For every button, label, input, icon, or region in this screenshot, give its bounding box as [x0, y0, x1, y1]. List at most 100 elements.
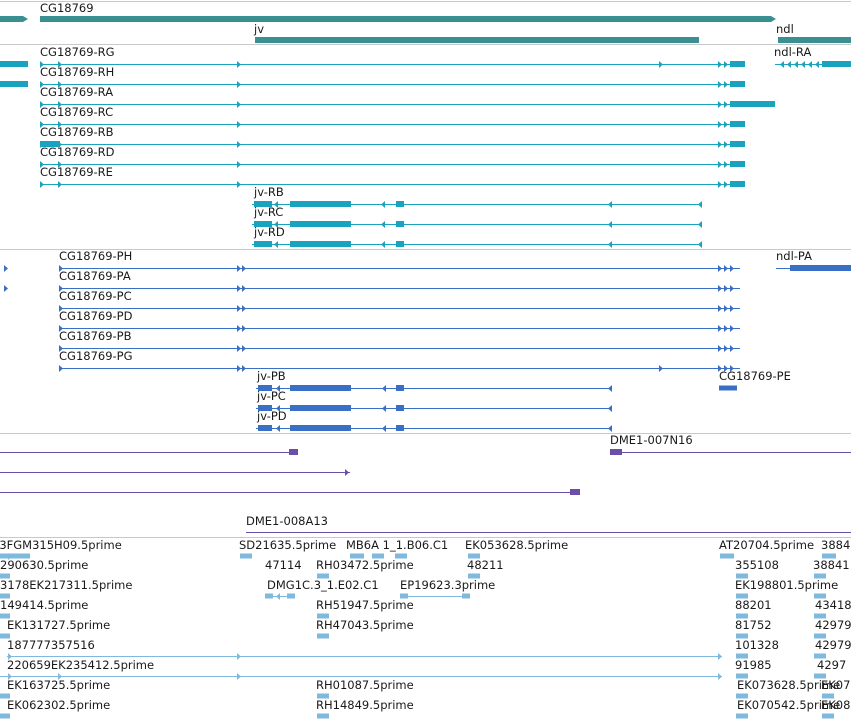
est-label[interactable]: AT20704.5prime [719, 538, 815, 552]
transcript-label[interactable]: CG18769-PD [59, 309, 133, 323]
est-label[interactable]: 4297 [817, 658, 847, 672]
gene-label-ndl[interactable]: ndl [776, 22, 794, 36]
exon-block [0, 81, 28, 87]
est-label[interactable]: 38841 [813, 558, 850, 572]
strand-arrow-right [718, 653, 722, 660]
exon-block [254, 221, 272, 227]
transcript-label[interactable]: CG18769-PG [59, 349, 133, 363]
est-label[interactable]: 101328 [735, 638, 779, 652]
est-label[interactable]: 38841 [821, 538, 851, 552]
transcript-label[interactable]: jv-PD [257, 409, 287, 423]
exon-block [730, 81, 745, 87]
exon-block [730, 61, 745, 67]
strand-arrow-right [8, 553, 12, 560]
est-block [736, 613, 748, 619]
est-label[interactable]: 88201 [735, 598, 772, 612]
transcript-label[interactable]: CG18769-PE [719, 369, 791, 383]
strand-arrow-right [718, 141, 722, 148]
strand-arrow-right [724, 325, 728, 332]
transcript-label[interactable]: CG18769-PA [59, 269, 131, 283]
strand-arrow-right [730, 365, 734, 372]
strand-arrow-right [718, 161, 722, 168]
est-label[interactable]: MB6A 1_1.B06.C1 [346, 538, 449, 552]
est-label[interactable]: EK198801.5prime [735, 578, 839, 592]
est-label[interactable]: 149414.5prime [0, 598, 89, 612]
est-label[interactable]: DMG1C.3_1.E02.C1 [267, 578, 379, 592]
est-label[interactable]: EK073628.5prime [737, 678, 841, 692]
est-label[interactable]: 47114 [265, 558, 302, 572]
strand-arrow-right [40, 181, 44, 188]
track-separator [0, 44, 851, 45]
gene-label-jv[interactable]: jv [254, 22, 265, 36]
est-label[interactable]: SD21635.5prime [239, 538, 337, 552]
transcript-label[interactable]: CG18769-RD [40, 145, 115, 159]
strand-arrow-right [59, 265, 63, 272]
est-label[interactable]: RH01087.5prime [316, 678, 414, 692]
est-label[interactable]: EK163725.5prime [7, 678, 111, 692]
est-label[interactable]: EK079 [821, 678, 851, 692]
est-label[interactable]: 42979 [815, 618, 851, 632]
exon-block [396, 241, 404, 247]
transcript-label[interactable]: jv-RC [254, 205, 284, 219]
est-label[interactable]: RH14849.5prime [316, 698, 414, 712]
est-label[interactable]: 290630.5prime [0, 558, 89, 572]
est-label[interactable]: 220659EK235412.5prime [7, 658, 155, 672]
est-label[interactable]: EK070542.5prime [737, 698, 841, 712]
est-block [462, 593, 470, 599]
transcript-label[interactable]: jv-RB [254, 185, 284, 199]
strand-arrow-left [608, 221, 612, 228]
transcript-label[interactable]: CG18769-RB [40, 125, 114, 139]
strand-arrow-right [730, 325, 734, 332]
est-block [350, 553, 364, 559]
strand-arrow-right [718, 121, 722, 128]
transcript-label[interactable]: CG18769-PH [59, 249, 133, 263]
transcript-label[interactable]: CG18769-RA [40, 85, 114, 99]
strand-arrow-left [276, 593, 280, 600]
est-label[interactable]: 81752 [735, 618, 772, 632]
transcript-label[interactable]: CG18769-RC [40, 105, 114, 119]
est-block [395, 553, 407, 559]
exon-block [730, 161, 745, 167]
est-label[interactable]: 187777357516 [7, 638, 95, 652]
transcript-label[interactable]: CG18769-PB [59, 329, 132, 343]
est-label[interactable]: 33FGM315H09.5prime [0, 538, 122, 552]
est-block [736, 633, 748, 639]
transcript-label[interactable]: jv-PB [257, 369, 286, 383]
strand-arrow-right [724, 285, 728, 292]
est-block [736, 593, 748, 599]
transcript-label[interactable]: CG18769-RG [40, 45, 115, 59]
est-label[interactable]: RH03472.5prime [316, 558, 414, 572]
transcript-label[interactable]: CG18769-PC [59, 289, 132, 303]
est-label[interactable]: 48211 [467, 558, 504, 572]
est-label[interactable]: RH51947.5prime [316, 598, 414, 612]
est-label[interactable]: RH47043.5prime [316, 618, 414, 632]
clone-label[interactable]: DME1-008A13 [246, 514, 328, 528]
strand-arrow-right [718, 345, 722, 352]
est-label[interactable]: EK053628.5prime [465, 538, 569, 552]
exon-block [290, 241, 351, 247]
clone-label[interactable]: DME1-007N16 [610, 433, 693, 447]
strand-arrow-right [718, 81, 722, 88]
est-label[interactable]: 91985 [735, 658, 772, 672]
est-label[interactable]: EP19623.3prime [400, 578, 496, 592]
est-label[interactable]: 42979 [815, 638, 851, 652]
transcript-label[interactable]: CG18769-RH [40, 65, 115, 79]
strand-arrow-right [724, 101, 728, 108]
est-label[interactable]: 43418 [815, 598, 851, 612]
est-block [468, 553, 480, 559]
transcript-label[interactable]: jv-PC [257, 389, 286, 403]
est-label[interactable]: EK131727.5prime [7, 618, 111, 632]
transcript-label[interactable]: CG18769-RE [40, 165, 113, 179]
est-label[interactable]: EK062302.5prime [7, 698, 111, 712]
transcript-label[interactable]: jv-RD [254, 225, 285, 239]
est-block [814, 653, 826, 659]
est-label[interactable]: EK08 [821, 698, 851, 712]
est-label[interactable]: 355108 [735, 558, 779, 572]
transcript-label[interactable]: ndl-PA [776, 249, 812, 263]
transcript-label[interactable]: ndl-RA [774, 45, 812, 59]
est-label[interactable]: 3178EK217311.5prime [0, 578, 133, 592]
exon-block [733, 101, 775, 107]
strand-arrow-left [382, 405, 386, 412]
gene-label-cg18769[interactable]: CG18769 [40, 1, 94, 15]
